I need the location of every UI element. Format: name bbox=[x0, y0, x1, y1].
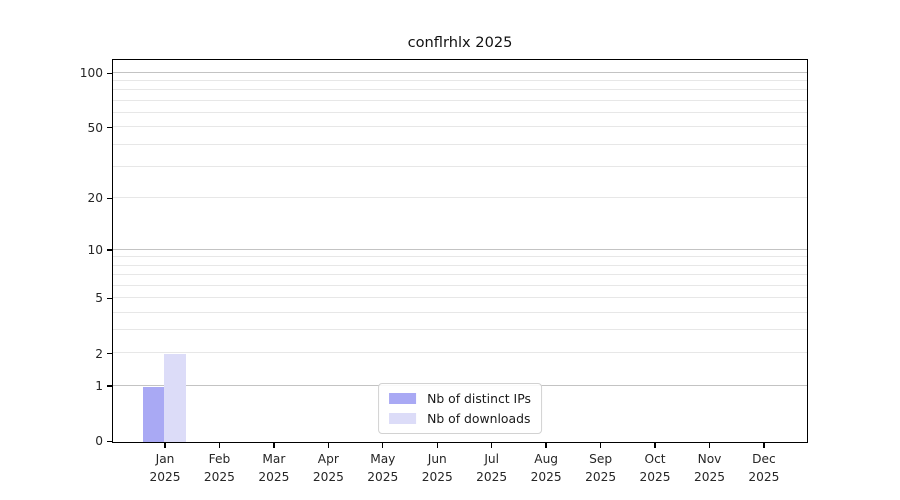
x-tick-mark bbox=[708, 443, 711, 448]
gridline-minor bbox=[113, 197, 807, 199]
x-tick-month: Mar bbox=[262, 452, 286, 466]
x-tick-label: Aug 2025 bbox=[514, 451, 578, 486]
x-tick-month: Feb bbox=[208, 452, 231, 466]
gridline-minor bbox=[113, 329, 807, 331]
gridline-minor bbox=[113, 126, 807, 128]
x-tick-label: Jun 2025 bbox=[405, 451, 469, 486]
y-tick-mark bbox=[107, 249, 112, 251]
chart-title: conflrhlx 2025 bbox=[407, 34, 513, 51]
y-tick-label: 1 bbox=[95, 378, 103, 393]
x-tick-month: Jun bbox=[427, 452, 447, 466]
x-tick-mark bbox=[654, 443, 656, 448]
plot-area: Nb of distinct IPs Nb of downloads bbox=[112, 59, 808, 443]
gridline-minor bbox=[113, 264, 807, 266]
bar-downloads bbox=[164, 354, 186, 442]
x-tick-month: Sep bbox=[589, 452, 613, 466]
legend: Nb of distinct IPs Nb of downloads bbox=[378, 383, 542, 434]
gridline-minor bbox=[113, 89, 807, 91]
legend-swatch-distinct-ips bbox=[389, 393, 417, 404]
y-tick-label: 20 bbox=[87, 191, 103, 206]
y-tick-mark bbox=[107, 352, 112, 355]
legend-swatch-downloads bbox=[389, 413, 417, 424]
y-tick-label: 0 bbox=[95, 434, 103, 449]
x-tick-mark bbox=[599, 443, 602, 448]
gridline-minor bbox=[113, 274, 807, 276]
legend-item-downloads: Nb of downloads bbox=[389, 411, 531, 426]
x-tick-year: 2025 bbox=[639, 469, 671, 484]
x-tick-label: Feb 2025 bbox=[187, 451, 251, 486]
x-tick-label: Jan 2025 bbox=[133, 451, 197, 486]
x-tick-month: Oct bbox=[644, 452, 666, 466]
x-tick-label: Nov 2025 bbox=[678, 451, 742, 486]
y-tick-mark bbox=[107, 440, 112, 442]
x-tick-mark bbox=[491, 443, 493, 448]
x-tick-month: May bbox=[370, 452, 396, 466]
gridline-minor bbox=[113, 80, 807, 82]
y-tick-mark bbox=[107, 197, 112, 200]
x-tick-year: 2025 bbox=[585, 469, 617, 484]
y-tick-mark bbox=[107, 385, 112, 387]
x-tick-label: Sep 2025 bbox=[569, 451, 633, 486]
x-tick-label: Dec 2025 bbox=[732, 451, 796, 486]
legend-item-distinct-ips: Nb of distinct IPs bbox=[389, 391, 531, 406]
x-tick-label: Apr 2025 bbox=[296, 451, 360, 486]
x-tick-year: 2025 bbox=[149, 469, 181, 484]
x-tick-month: Aug bbox=[534, 452, 559, 466]
gridline-minor bbox=[113, 297, 807, 299]
x-tick-month: Apr bbox=[317, 452, 339, 466]
gridline-major bbox=[113, 71, 807, 73]
bar-distinct-ips bbox=[142, 386, 165, 442]
gridline-minor bbox=[113, 166, 807, 168]
y-tick-mark bbox=[107, 126, 112, 129]
gridline-minor bbox=[113, 143, 807, 145]
x-tick-month: Dec bbox=[752, 452, 776, 466]
x-tick-year: 2025 bbox=[530, 469, 562, 484]
legend-label-downloads: Nb of downloads bbox=[427, 411, 531, 426]
x-tick-year: 2025 bbox=[258, 469, 290, 484]
x-tick-mark bbox=[327, 443, 330, 448]
x-tick-mark bbox=[545, 443, 547, 448]
y-tick-label: 5 bbox=[95, 291, 103, 306]
y-tick-label: 50 bbox=[87, 120, 103, 135]
gridline-major bbox=[113, 248, 807, 250]
y-tick-label: 100 bbox=[79, 66, 103, 81]
x-tick-month: Nov bbox=[697, 452, 722, 466]
x-tick-mark bbox=[164, 443, 166, 448]
x-tick-month: Jan bbox=[155, 452, 175, 466]
x-tick-label: May 2025 bbox=[351, 451, 415, 486]
x-tick-label: Jul 2025 bbox=[460, 451, 524, 486]
x-tick-mark bbox=[382, 443, 384, 448]
x-tick-year: 2025 bbox=[693, 469, 726, 484]
x-tick-year: 2025 bbox=[367, 469, 399, 484]
y-tick-mark bbox=[107, 72, 112, 74]
y-tick-label: 2 bbox=[95, 346, 103, 361]
gridline-minor bbox=[113, 311, 807, 313]
x-tick-label: Mar 2025 bbox=[242, 451, 306, 486]
gridline-minor bbox=[113, 352, 807, 354]
gridline-minor bbox=[113, 112, 807, 114]
x-tick-year: 2025 bbox=[476, 469, 508, 484]
y-tick-mark bbox=[107, 297, 112, 300]
gridline-minor bbox=[113, 100, 807, 101]
y-tick-label: 10 bbox=[87, 242, 103, 257]
x-tick-month: Jul bbox=[484, 452, 500, 466]
x-tick-mark bbox=[273, 443, 275, 448]
x-tick-mark bbox=[218, 443, 221, 448]
x-tick-label: Oct 2025 bbox=[623, 451, 687, 486]
gridline-minor bbox=[113, 256, 807, 258]
legend-label-distinct-ips: Nb of distinct IPs bbox=[427, 391, 531, 406]
x-tick-mark bbox=[436, 443, 438, 448]
x-tick-year: 2025 bbox=[312, 469, 344, 484]
x-tick-year: 2025 bbox=[748, 469, 780, 484]
x-tick-mark bbox=[763, 443, 765, 448]
gridline-minor bbox=[113, 284, 807, 286]
x-tick-year: 2025 bbox=[421, 469, 453, 484]
x-tick-year: 2025 bbox=[203, 469, 235, 484]
